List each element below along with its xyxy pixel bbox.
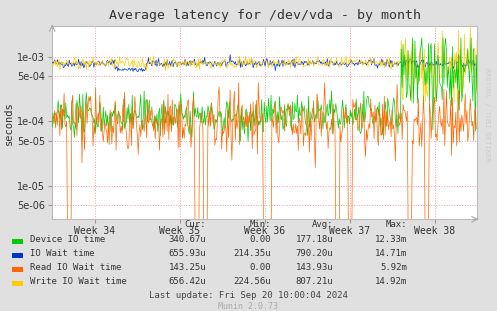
Y-axis label: seconds: seconds (4, 101, 14, 145)
Text: 0.00: 0.00 (249, 234, 271, 244)
Text: 177.18u: 177.18u (295, 234, 333, 244)
Text: IO Wait time: IO Wait time (30, 248, 94, 258)
Text: 5.92m: 5.92m (381, 262, 408, 272)
Text: 224.56u: 224.56u (233, 276, 271, 285)
Text: Munin 2.0.73: Munin 2.0.73 (219, 301, 278, 310)
Text: Last update: Fri Sep 20 10:00:04 2024: Last update: Fri Sep 20 10:00:04 2024 (149, 291, 348, 300)
Text: Max:: Max: (386, 220, 408, 229)
Text: 143.25u: 143.25u (168, 262, 206, 272)
Title: Average latency for /dev/vda - by month: Average latency for /dev/vda - by month (109, 10, 420, 22)
Text: 214.35u: 214.35u (233, 248, 271, 258)
Text: Write IO Wait time: Write IO Wait time (30, 276, 127, 285)
Text: 656.42u: 656.42u (168, 276, 206, 285)
Text: 14.92m: 14.92m (375, 276, 408, 285)
Text: Device IO time: Device IO time (30, 234, 105, 244)
Text: Cur:: Cur: (185, 220, 206, 229)
Text: 340.67u: 340.67u (168, 234, 206, 244)
Text: 12.33m: 12.33m (375, 234, 408, 244)
Text: Min:: Min: (249, 220, 271, 229)
Text: Avg:: Avg: (312, 220, 333, 229)
Text: 807.21u: 807.21u (295, 276, 333, 285)
Text: 655.93u: 655.93u (168, 248, 206, 258)
Text: Read IO Wait time: Read IO Wait time (30, 262, 121, 272)
Text: 143.93u: 143.93u (295, 262, 333, 272)
Text: 14.71m: 14.71m (375, 248, 408, 258)
Text: 790.20u: 790.20u (295, 248, 333, 258)
Text: RRDTOOL / TOBI OETIKER: RRDTOOL / TOBI OETIKER (484, 68, 490, 162)
Text: 0.00: 0.00 (249, 262, 271, 272)
